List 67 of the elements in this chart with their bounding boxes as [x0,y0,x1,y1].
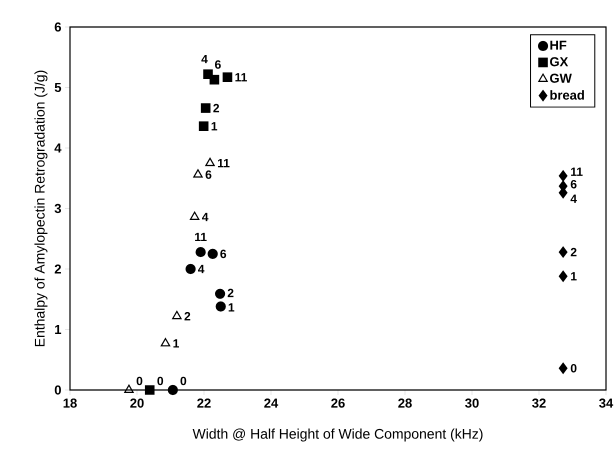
point [160,338,170,346]
point [558,270,568,282]
y-tick-label: 2 [54,264,61,274]
point [196,246,206,258]
point [186,264,196,274]
annotation: 11 [571,168,583,176]
y-tick-label: 3 [54,204,62,214]
annotation: 2 [213,104,220,112]
annotation: 0 [570,364,576,372]
annotation: 2 [184,312,190,320]
y-tick-label: 1 [55,325,62,334]
annotation: 6 [220,250,226,258]
y-tick-label: 0 [54,385,61,395]
point [208,248,218,259]
annotation: 4 [198,264,204,274]
point [200,103,210,113]
point [172,310,182,320]
annotation: 2 [570,248,576,256]
point [190,212,200,220]
x-tick-label: 30 [465,398,479,408]
annotation: 0 [180,376,186,386]
x-tick-label: 28 [398,398,412,408]
x-tick-label: 20 [130,398,144,408]
legend-label: bread [550,90,584,100]
annotation: 6 [570,180,577,188]
x-tick-label: 26 [331,398,345,408]
y-axis-title: Enthalpy of Amylopectin Retrogradation (J/g) [34,70,48,346]
annotation: 4 [570,194,577,203]
annotation: 6 [206,170,212,179]
annotation: 1 [173,339,179,348]
annotation: 2 [228,288,234,298]
point [210,74,220,84]
x-tick-label: 24 [264,398,278,408]
point [205,158,215,166]
annotation: 11 [195,232,207,242]
point [558,246,568,258]
annotation: 6 [215,60,221,69]
x-tick-label: 18 [64,398,77,408]
annotation: 4 [201,54,208,64]
point [222,72,232,82]
annotation: 0 [157,376,164,386]
point [168,384,178,396]
point [558,170,568,182]
legend-label: GX [550,57,568,66]
point [144,385,155,395]
y-tick-label: 4 [54,144,62,152]
x-axis-title: Width @ Half Height of Wide Component (kHz) [192,428,483,442]
legend-label: GW [550,74,572,83]
y-tick-label: 6 [54,22,62,32]
annotation: 1 [228,303,234,312]
point [216,301,226,312]
point [193,169,203,178]
annotation: 1 [571,272,577,280]
x-tick-label: 32 [532,398,546,408]
annotation: 11 [235,73,247,82]
point [558,362,568,374]
annotation: 0 [136,376,142,386]
x-tick-label: 34 [599,398,614,408]
legend-label: HF [550,40,566,50]
annotation: 1 [212,122,218,130]
point [198,121,208,132]
point [124,384,134,393]
x-tick-label: 22 [197,398,211,408]
annotation: 11 [218,159,230,168]
point [214,288,226,299]
y-tick-label: 5 [54,82,62,92]
annotation: 4 [202,212,208,222]
